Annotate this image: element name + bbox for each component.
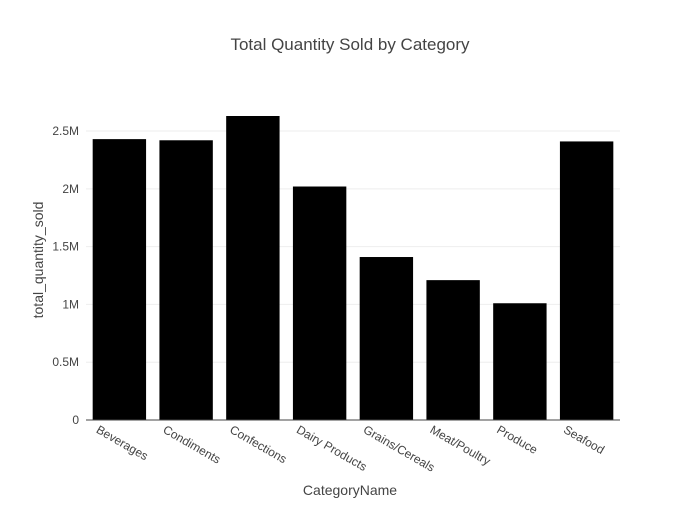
bar-produce[interactable] [493, 303, 547, 420]
bar-dairy-products[interactable] [292, 186, 347, 420]
y-tick-label: 2.5M [52, 124, 79, 138]
y-tick-label: 0 [72, 413, 79, 427]
bar-beverages[interactable] [92, 139, 147, 421]
bar-confections[interactable] [226, 116, 280, 420]
y-tick-label: 1.5M [52, 240, 79, 254]
y-tick-label: 1M [62, 297, 79, 311]
x-tick-labels: Beverages Condiments Confections Dairy Prod… [94, 422, 607, 474]
bars [92, 116, 614, 421]
bar-seafood[interactable] [559, 141, 614, 420]
bar-condiments[interactable] [159, 140, 213, 421]
y-axis-title: total_quantity_sold [30, 202, 46, 319]
x-tick-label: Beverages [94, 422, 151, 463]
x-tick-label: Seafood [561, 422, 607, 456]
x-tick-label: Produce [494, 422, 540, 457]
x-tick-label: Confections [227, 422, 289, 466]
x-tick-label: Grains/Cereals [361, 422, 437, 474]
chart-title: Total Quantity Sold by Category [230, 35, 470, 54]
bar-grains-cereals[interactable] [359, 257, 414, 420]
y-tick-label: 2M [62, 182, 79, 196]
x-tick-label: Meat/Poultry [428, 422, 493, 468]
x-tick-label: Condiments [161, 422, 223, 466]
bar-meat-poultry[interactable] [426, 280, 480, 420]
y-tick-label: 0.5M [52, 355, 79, 369]
x-tick-label: Dairy Products [294, 422, 369, 473]
x-axis-title: CategoryName [303, 482, 397, 498]
y-tick-labels: 0 0.5M 1M 1.5M 2M 2.5M [52, 124, 79, 427]
